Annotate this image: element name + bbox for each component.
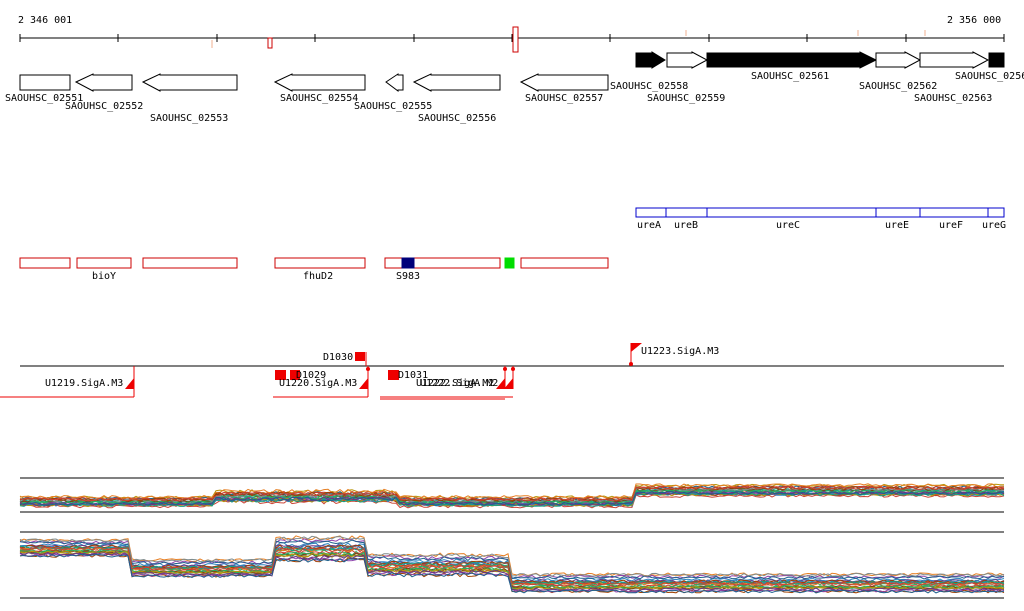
- feature-box[interactable]: [142, 257, 238, 269]
- gene-label: SAOUHSC_02563: [914, 93, 992, 104]
- feature-box[interactable]: [274, 257, 366, 269]
- ruler-marker[interactable]: [512, 26, 519, 53]
- ruler-ticks: [19, 34, 1005, 42]
- operon-label: ureG: [982, 220, 1006, 231]
- gene-label: SAOUHSC_02555: [354, 101, 432, 112]
- operon-gene-ureF[interactable]: [919, 207, 989, 218]
- operon-gene-ureC[interactable]: [706, 207, 877, 218]
- gene-saouhsc-02554[interactable]: SAOUHSC_02554: [273, 73, 366, 104]
- promoter-u1223[interactable]: U1223.SigA.M3: [629, 343, 719, 366]
- operon-label: ureE: [885, 220, 909, 231]
- promoter-u1220[interactable]: U1220.SigA.M3: [273, 366, 370, 398]
- transcript-label: U1219.SigA.M3: [45, 378, 123, 389]
- transcript-label-overlap: U1222.SigA.M2: [420, 378, 498, 389]
- gene-label: SAOUHSC_02557: [525, 93, 603, 104]
- transcript-label: D1031: [398, 370, 428, 381]
- operon-gene-ureG[interactable]: [987, 207, 1005, 218]
- transcript-d1029[interactable]: D1029: [275, 370, 326, 381]
- transcript-label: D1029: [296, 370, 326, 381]
- operon-label: ureC: [776, 220, 800, 231]
- gene-saouhsc-02561[interactable]: SAOUHSC_02561: [706, 51, 878, 82]
- transcript-label: U1222.SigA.M2: [416, 378, 494, 389]
- gene-saouhsc-02556[interactable]: SAOUHSC_02556: [412, 73, 501, 124]
- operon-label: ureB: [674, 220, 698, 231]
- feature-label: fhuD2: [303, 271, 333, 282]
- gene-label: SAOUHSC_02558: [610, 81, 688, 92]
- feature-box[interactable]: [76, 257, 132, 269]
- coordinate-ruler: 2 346 001 2 356 000: [18, 15, 1005, 53]
- gene-saouhsc-02563[interactable]: SAOUHSC_02563: [914, 51, 992, 104]
- gene-label: SAOUHSC_02562: [859, 81, 937, 92]
- expression-trace: [19, 487, 1005, 503]
- gene-saouhsc-02559[interactable]: SAOUHSC_02559: [647, 51, 725, 104]
- ruler-marker[interactable]: [267, 37, 273, 49]
- expression-track-top: [19, 477, 1005, 513]
- operon-gene-ureB[interactable]: [665, 207, 708, 218]
- feature-box[interactable]: [384, 257, 501, 269]
- promoter-u1219[interactable]: U1219.SigA.M3: [0, 366, 135, 398]
- expression-trace: [19, 535, 1005, 577]
- feature-marker-green[interactable]: [504, 257, 515, 269]
- expression-trace: [19, 483, 1005, 500]
- transcript-d1031[interactable]: D1031: [388, 370, 428, 381]
- gene-label: SAOUHSC_02556: [418, 113, 496, 124]
- gene-saouhsc-02558[interactable]: SAOUHSC_02558: [610, 51, 688, 92]
- expression-track-bottom: [19, 531, 1005, 599]
- feature-label: S983: [396, 271, 420, 282]
- gene-label: SAOUHSC_02552: [65, 101, 143, 112]
- gene-saouhsc-02555[interactable]: SAOUHSC_02555: [354, 73, 432, 112]
- expression-trace: [19, 553, 1005, 594]
- gene-saouhsc-02557[interactable]: SAOUHSC_02557: [519, 73, 609, 104]
- gene-saouhsc-02562[interactable]: SAOUHSC_02562: [859, 51, 937, 92]
- ruler-start-label: 2 346 001: [18, 15, 72, 26]
- gene-saouhsc-02551[interactable]: SAOUHSC_02551: [5, 74, 83, 104]
- gene-label: SAOUHSC_02554: [280, 93, 358, 104]
- expression-trace: [19, 486, 1005, 502]
- transcript-label: D1030: [323, 352, 353, 363]
- gene-label: SAOUHSC_02559: [647, 93, 725, 104]
- gene-track: SAOUHSC_02551 SAOUHSC_02552 SAOUHSC_0255…: [5, 51, 1024, 124]
- expression-trace: [19, 491, 1005, 506]
- operon-gene-ureE[interactable]: [875, 207, 921, 218]
- gene-label: SAOUHSC_02561: [751, 71, 829, 82]
- transcript-label: U1220.SigA.M3: [279, 378, 357, 389]
- operon-gene-ureA[interactable]: [635, 207, 667, 218]
- transcript-d1030[interactable]: D1030: [323, 352, 367, 366]
- gene-label: SAOUHSC_02553: [150, 113, 228, 124]
- operon-label: ureA: [637, 220, 661, 231]
- feature-box[interactable]: [520, 257, 609, 269]
- gene-label: SAOUHSC_0256: [955, 71, 1024, 82]
- feature-marker-dark[interactable]: [401, 257, 415, 269]
- gene-saouhsc-02552[interactable]: SAOUHSC_02552: [65, 73, 143, 112]
- gene-saouhsc-0256[interactable]: SAOUHSC_0256: [955, 52, 1024, 82]
- gene-label: SAOUHSC_02551: [5, 93, 83, 104]
- expression-trace: [19, 546, 1005, 586]
- operon-label: ureF: [939, 220, 963, 231]
- feature-box[interactable]: [19, 257, 71, 269]
- transcript-label: U1223.SigA.M3: [641, 346, 719, 357]
- promoter-u1222[interactable]: U1222.SigA.M2 U1222.SigA.M2: [380, 366, 515, 400]
- ruler-end-label: 2 356 000: [947, 15, 1001, 26]
- gene-saouhsc-02553[interactable]: SAOUHSC_02553: [141, 73, 238, 124]
- feature-track: bioY fhuD2 S983: [19, 257, 609, 282]
- operon-track: ureA ureB ureC ureE ureF ureG: [635, 207, 1006, 231]
- expression-trace: [19, 485, 1004, 502]
- feature-label: bioY: [92, 271, 116, 282]
- transcript-track: D1030 U1223.SigA.M3 U1219.SigA.M3 D1029 …: [0, 343, 1004, 400]
